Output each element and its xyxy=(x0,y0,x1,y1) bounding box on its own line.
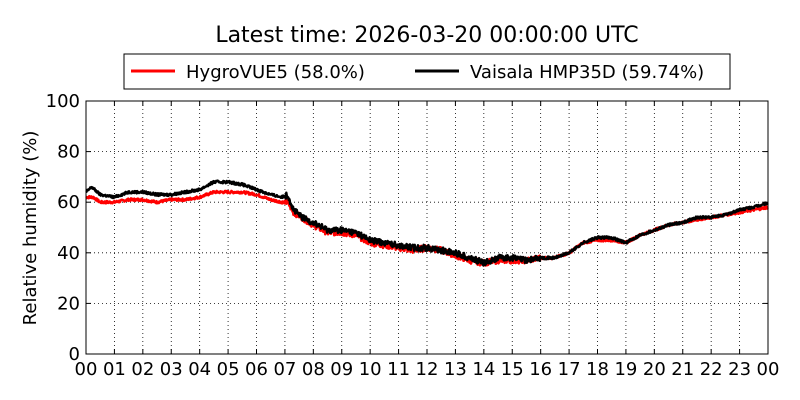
x-tick-label: 20 xyxy=(643,359,666,380)
x-tick-label: 03 xyxy=(160,359,183,380)
legend: HygroVUE5 (58.0%) Vaisala HMP35D (59.74%… xyxy=(123,53,731,90)
y-tick-label: 40 xyxy=(57,243,80,264)
series-layer xyxy=(85,179,769,267)
x-tick-label: 08 xyxy=(302,359,325,380)
x-tick-label: 14 xyxy=(472,359,495,380)
x-tick-label: 10 xyxy=(359,359,382,380)
x-tick-label: 21 xyxy=(671,359,694,380)
y-axis-ticks: 0 20 40 60 80 100 xyxy=(46,91,768,365)
x-tick-label: 06 xyxy=(245,359,268,380)
y-tick-label: 100 xyxy=(46,91,80,112)
x-axis-ticks: 00 01 02 03 04 05 06 07 08 09 10 11 12 13 14 15 16 17 18 19… xyxy=(75,101,780,380)
series-line-vaisala xyxy=(85,179,769,267)
legend-label-vaisala: Vaisala HMP35D (59.74%) xyxy=(470,62,704,83)
x-tick-label: 12 xyxy=(416,359,439,380)
x-tick-label: 19 xyxy=(614,359,637,380)
plot-area: 00 01 02 03 04 05 06 07 08 09 10 11 12 13 14 15 16 17 18 19… xyxy=(46,91,780,380)
x-tick-label: 00 xyxy=(757,359,780,380)
x-tick-label: 00 xyxy=(75,359,98,380)
plot-frame xyxy=(86,101,768,354)
x-tick-label: 23 xyxy=(728,359,751,380)
x-tick-label: 22 xyxy=(700,359,723,380)
x-tick-label: 07 xyxy=(273,359,296,380)
gridlines xyxy=(86,101,768,354)
chart-title: Latest time: 2026-03-20 00:00:00 UTC xyxy=(215,23,638,48)
x-tick-label: 01 xyxy=(103,359,126,380)
x-tick-label: 05 xyxy=(217,359,240,380)
y-tick-label: 60 xyxy=(57,192,80,213)
x-tick-label: 02 xyxy=(131,359,154,380)
x-tick-label: 11 xyxy=(387,359,410,380)
x-tick-label: 04 xyxy=(188,359,211,380)
x-tick-label: 09 xyxy=(330,359,353,380)
y-axis-label: Relative humidity (%) xyxy=(20,131,41,326)
x-tick-label: 16 xyxy=(529,359,552,380)
x-tick-label: 18 xyxy=(586,359,609,380)
x-tick-label: 15 xyxy=(501,359,524,380)
y-tick-label: 20 xyxy=(57,293,80,314)
y-tick-label: 80 xyxy=(57,142,80,163)
x-tick-label: 13 xyxy=(444,359,467,380)
legend-label-hygrovue5: HygroVUE5 (58.0%) xyxy=(186,62,365,83)
y-tick-label: 0 xyxy=(69,344,80,365)
x-tick-label: 17 xyxy=(558,359,581,380)
